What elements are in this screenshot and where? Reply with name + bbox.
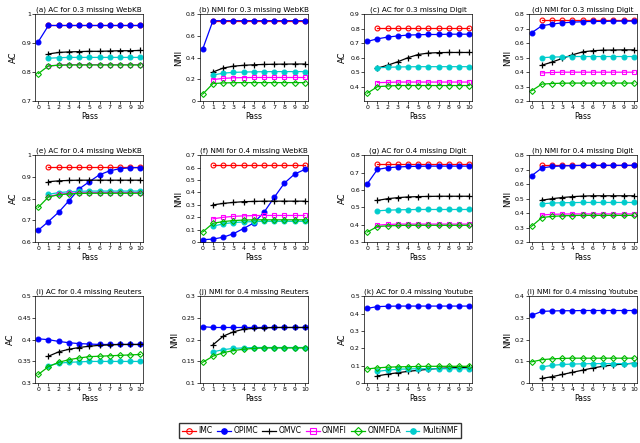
Y-axis label: NMI: NMI <box>170 332 179 348</box>
Title: (l) NMI for 0.4 missing Youtube: (l) NMI for 0.4 missing Youtube <box>527 288 638 295</box>
Y-axis label: AC: AC <box>339 52 348 63</box>
X-axis label: Pass: Pass <box>81 112 98 121</box>
Y-axis label: AC: AC <box>339 193 348 204</box>
X-axis label: Pass: Pass <box>245 394 262 403</box>
Y-axis label: AC: AC <box>6 334 15 346</box>
Title: (i) AC for 0.4 missing Reuters: (i) AC for 0.4 missing Reuters <box>36 288 142 295</box>
Title: (f) NMI for 0.4 missing WebKB: (f) NMI for 0.4 missing WebKB <box>200 148 308 154</box>
Title: (c) AC for 0.3 missing Digit: (c) AC for 0.3 missing Digit <box>370 6 467 13</box>
Title: (k) AC for 0.4 missing Youtube: (k) AC for 0.4 missing Youtube <box>364 288 473 295</box>
Y-axis label: AC: AC <box>10 52 19 63</box>
Title: (e) AC for 0.4 missing WebKB: (e) AC for 0.4 missing WebKB <box>36 148 142 154</box>
Y-axis label: NMI: NMI <box>174 50 183 66</box>
Title: (j) NMI for 0.4 missing Reuters: (j) NMI for 0.4 missing Reuters <box>199 288 308 295</box>
Y-axis label: AC: AC <box>339 334 348 346</box>
X-axis label: Pass: Pass <box>410 394 427 403</box>
X-axis label: Pass: Pass <box>410 253 427 262</box>
Y-axis label: NMI: NMI <box>503 190 512 207</box>
Legend: IMC, OPIMC, OMVC, ONMFI, ONMFDA, MultiNMF: IMC, OPIMC, OMVC, ONMFI, ONMFDA, MultiNM… <box>179 423 461 438</box>
Title: (b) NMI for 0.3 missing WebKB: (b) NMI for 0.3 missing WebKB <box>199 6 308 13</box>
X-axis label: Pass: Pass <box>245 253 262 262</box>
X-axis label: Pass: Pass <box>410 112 427 121</box>
X-axis label: Pass: Pass <box>81 253 98 262</box>
Y-axis label: NMI: NMI <box>503 50 512 66</box>
X-axis label: Pass: Pass <box>574 394 591 403</box>
X-axis label: Pass: Pass <box>81 394 98 403</box>
Title: (d) NMI for 0.3 missing Digit: (d) NMI for 0.3 missing Digit <box>532 6 634 13</box>
Y-axis label: NMI: NMI <box>174 190 183 207</box>
Title: (a) AC for 0.3 missing WebKB: (a) AC for 0.3 missing WebKB <box>36 6 142 13</box>
X-axis label: Pass: Pass <box>574 253 591 262</box>
Title: (h) NMI for 0.4 missing Digit: (h) NMI for 0.4 missing Digit <box>532 148 634 154</box>
X-axis label: Pass: Pass <box>574 112 591 121</box>
X-axis label: Pass: Pass <box>245 112 262 121</box>
Y-axis label: NMI: NMI <box>503 332 512 348</box>
Y-axis label: AC: AC <box>10 193 19 204</box>
Title: (g) AC for 0.4 missing Digit: (g) AC for 0.4 missing Digit <box>369 148 467 154</box>
